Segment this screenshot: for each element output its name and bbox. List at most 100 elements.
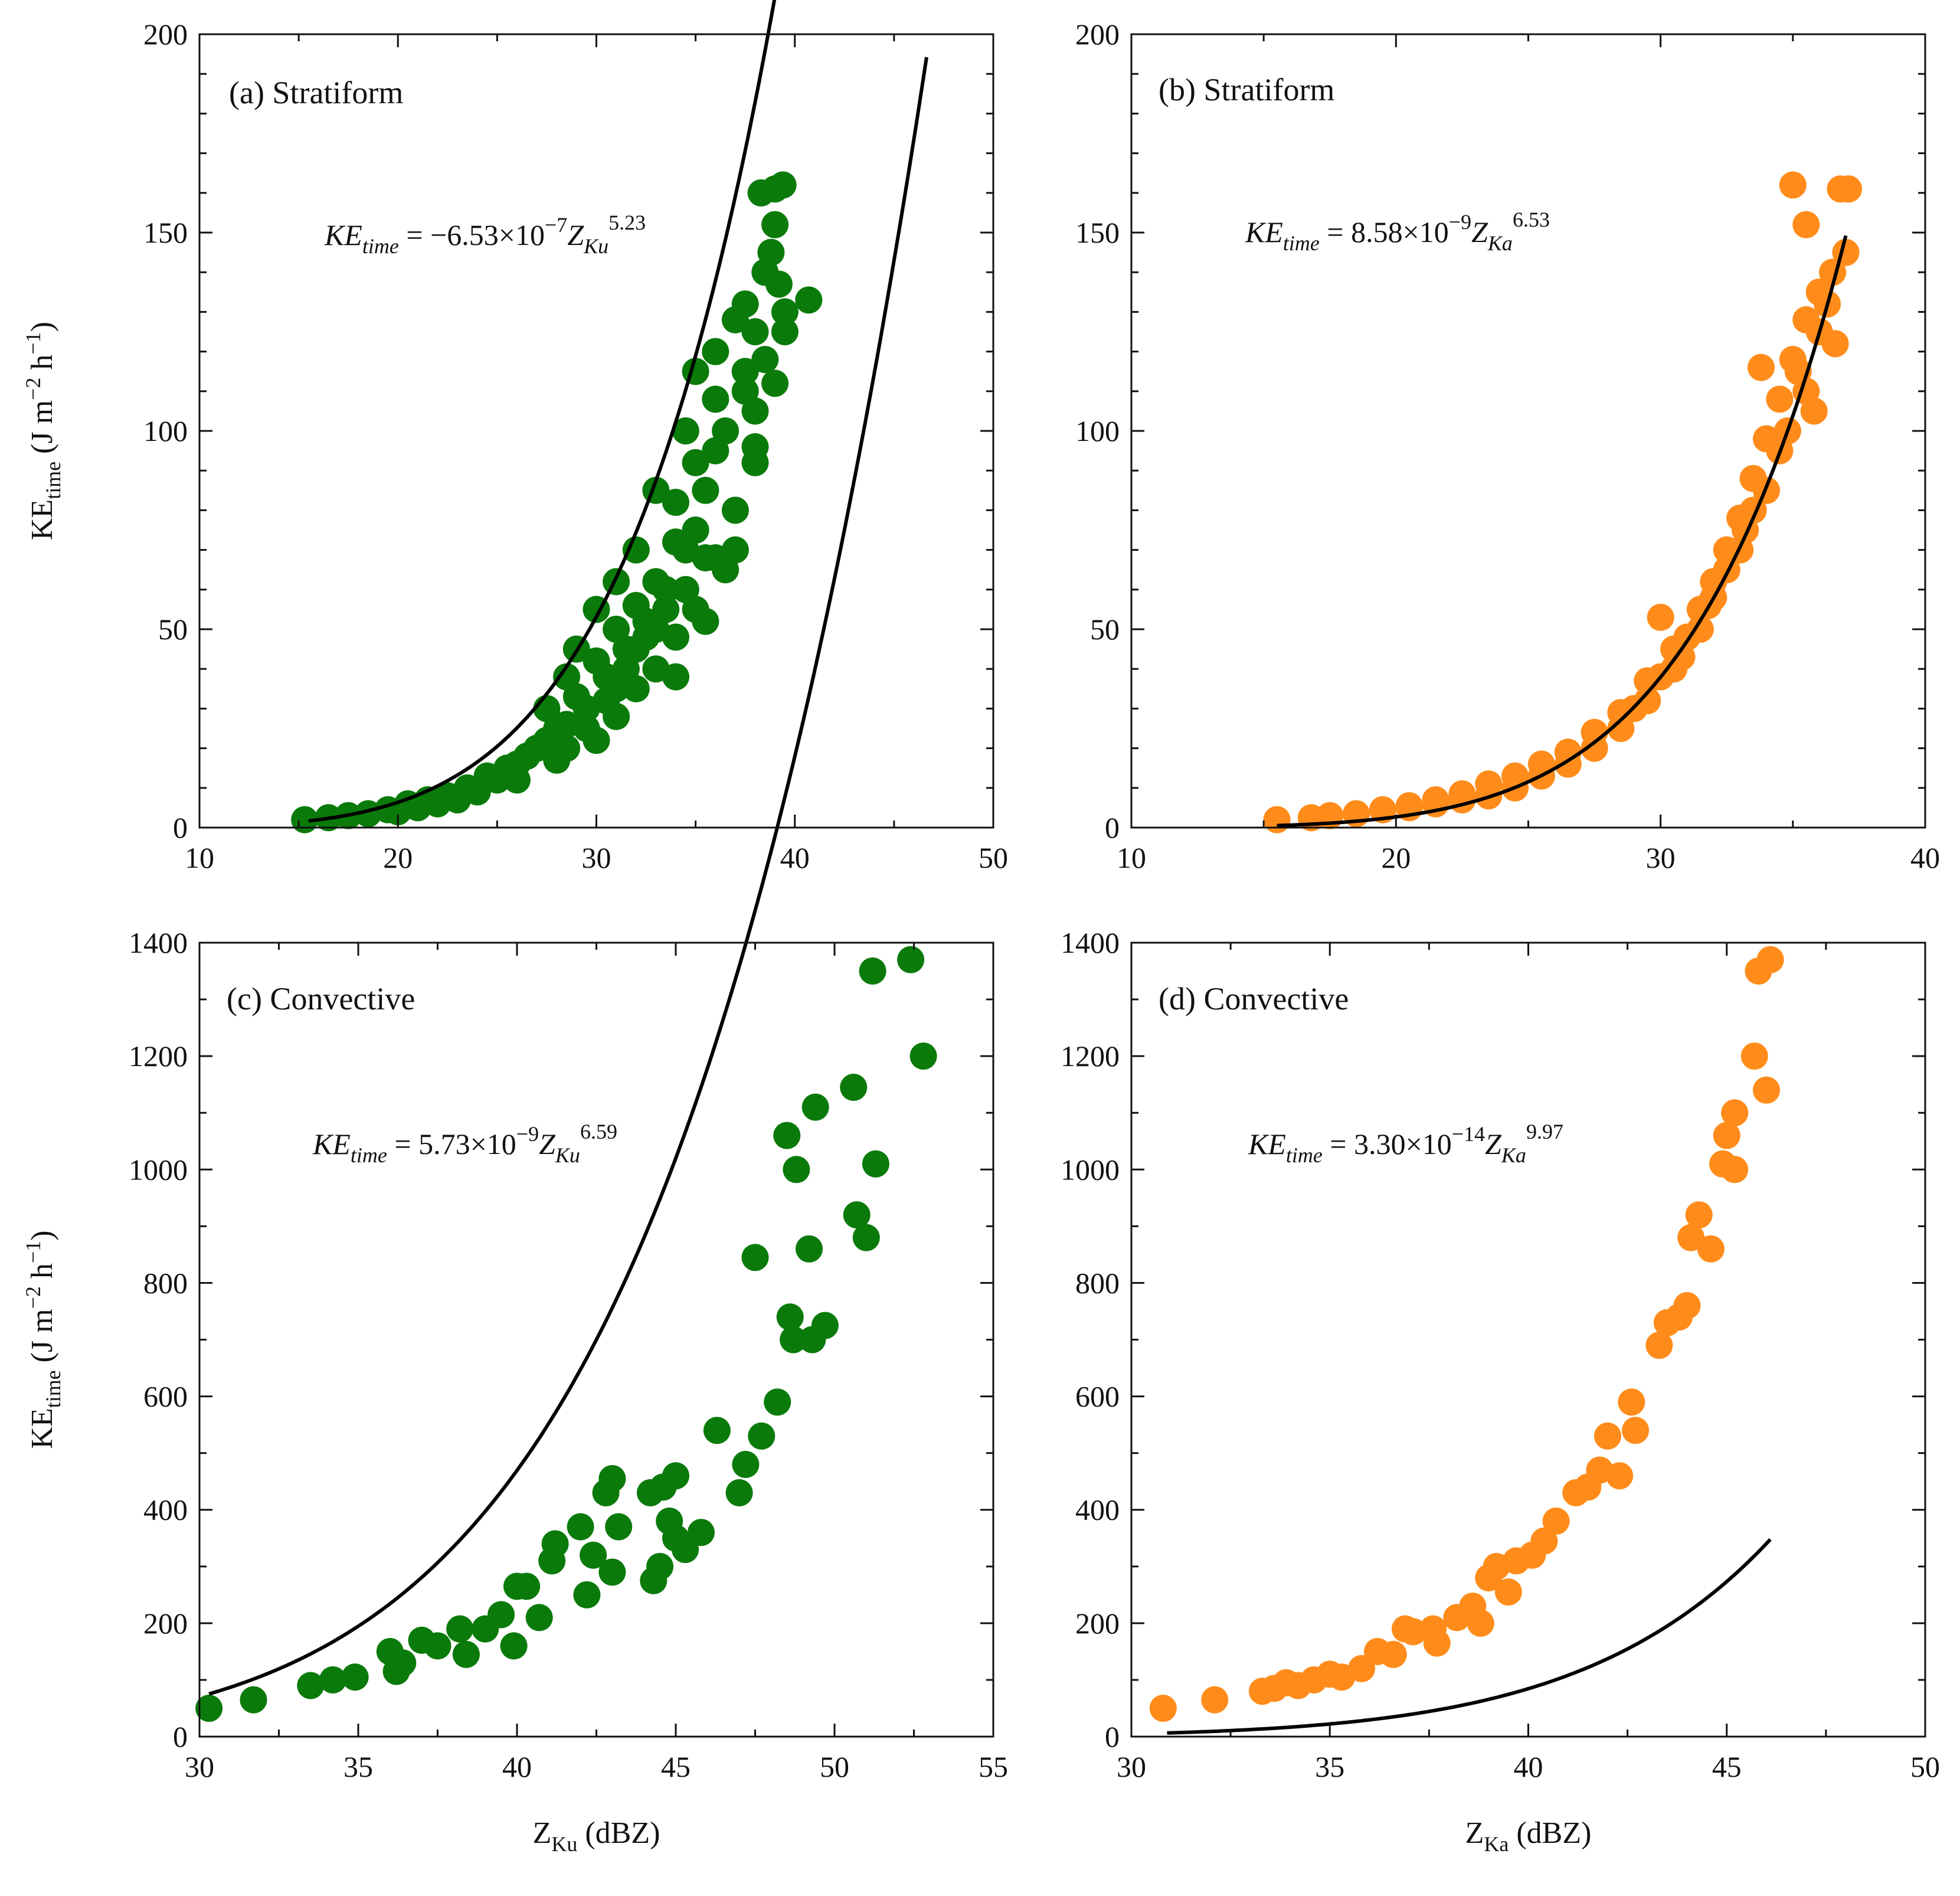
panel-label-a: (a) Stratiform (229, 75, 403, 110)
data-point (562, 683, 590, 711)
data-point (662, 489, 689, 516)
y-tick-label: 100 (1075, 414, 1120, 447)
data-point (1467, 1609, 1494, 1637)
eq-lhs: KE (312, 1127, 351, 1161)
data-point (672, 576, 699, 603)
data-point (1379, 1640, 1407, 1668)
y-title-sup: −1 (21, 1241, 45, 1263)
data-point (483, 766, 511, 794)
data-point (1530, 1527, 1558, 1555)
data-point (741, 397, 769, 425)
data-point (725, 1479, 753, 1506)
eq-variable: Z (539, 1127, 556, 1161)
data-point (897, 946, 925, 973)
data-point (642, 568, 670, 596)
data-point (801, 1093, 829, 1121)
data-point (764, 1388, 791, 1416)
data-point (622, 635, 650, 663)
eq-variable: Z (567, 218, 584, 251)
data-point (1835, 175, 1862, 203)
x-tick-label: 30 (1117, 1750, 1146, 1783)
data-point (1673, 1292, 1701, 1319)
data-point (1448, 786, 1476, 813)
data-point (1779, 171, 1807, 199)
y-tick-label: 200 (143, 18, 188, 51)
data-point (741, 433, 769, 460)
eq-variable-sub: Ka (1501, 1143, 1526, 1167)
data-point (603, 568, 630, 596)
y-title-unit: h (25, 1263, 59, 1286)
data-point (783, 1156, 810, 1184)
data-point (1766, 385, 1794, 413)
scatter-points-a (291, 171, 823, 833)
y-tick-label: 600 (1075, 1380, 1120, 1413)
eq-lhs-sub: time (1283, 231, 1320, 255)
y-title-unit: h (25, 355, 59, 378)
y-title-sub: time (41, 462, 65, 499)
x-title-sub: Ka (1484, 1832, 1509, 1856)
y-title-sup: −2 (21, 1286, 45, 1309)
eq-lhs-sub: time (1286, 1143, 1323, 1167)
x-title-sub: Ku (551, 1832, 577, 1856)
data-point (662, 663, 689, 691)
y-tick-label: 1200 (129, 1039, 188, 1073)
y-tick-label: 400 (143, 1493, 188, 1526)
data-point (1647, 603, 1674, 631)
data-point (1618, 1388, 1645, 1416)
y-tick-label: 200 (1075, 1607, 1120, 1640)
data-point (796, 1235, 823, 1263)
data-point (843, 1201, 871, 1229)
panel-label-c: (c) Convective (227, 981, 415, 1016)
y-title-unit: (J m (25, 400, 59, 462)
ticks-c (198, 942, 994, 1738)
data-point (1792, 211, 1820, 238)
data-point (692, 544, 719, 571)
eq-power: 6.59 (580, 1120, 617, 1143)
data-point (672, 417, 699, 444)
eq-coefficient: = −6.53×10 (399, 218, 545, 251)
x-tick-label: 40 (1514, 1750, 1543, 1783)
data-point (721, 496, 749, 524)
y-tick-label: 1200 (1061, 1039, 1120, 1073)
data-point (712, 556, 740, 584)
y-tick-label: 0 (173, 811, 188, 844)
panel-label-d: (d) Convective (1159, 981, 1349, 1016)
data-point (195, 1695, 223, 1722)
x-axis-title-c: ZKu (dBZ) (533, 1816, 660, 1856)
data-point (341, 1663, 369, 1691)
y-tick-label: 1400 (1061, 926, 1120, 959)
data-point (909, 1042, 937, 1070)
y-tick-label: 150 (143, 216, 188, 249)
y-tick-label: 0 (173, 1720, 188, 1753)
data-point (702, 338, 729, 365)
x-tick-label: 55 (979, 1750, 1008, 1783)
data-point (776, 1303, 804, 1331)
data-point (523, 734, 551, 762)
x-tick-label: 45 (1712, 1750, 1742, 1783)
y-tick-label: 200 (1075, 18, 1120, 51)
data-point (771, 318, 799, 345)
data-point (1721, 1099, 1749, 1127)
scatter-points-d (1149, 946, 1784, 1722)
y-tick-label: 0 (1105, 811, 1120, 844)
data-point (1606, 1462, 1634, 1490)
data-point (1399, 1618, 1427, 1646)
data-point (603, 675, 630, 702)
data-point (1348, 1655, 1375, 1682)
data-point (424, 1632, 451, 1660)
x-title-main: Z (1465, 1816, 1484, 1850)
y-title-sub: time (41, 1370, 65, 1408)
equation-b: KEtime = 8.58×10−9ZKa6.53 (1245, 208, 1550, 255)
data-point (662, 528, 689, 556)
x-tick-label: 20 (383, 841, 413, 874)
eq-coefficient: = 3.30×10 (1323, 1127, 1452, 1161)
x-tick-label: 10 (185, 841, 214, 874)
x-axis-title-d: ZKa (dBZ) (1465, 1816, 1592, 1856)
panel-c: 30 35 40 45 50 550200400600800100012001400(c)… (21, 57, 1008, 1856)
data-point (573, 1581, 601, 1609)
data-point (1721, 1156, 1749, 1184)
y-axis-title-c: KEtime (J m−2 h−1) (21, 1230, 65, 1449)
ticks-a (198, 33, 994, 829)
data-point (1668, 643, 1696, 671)
